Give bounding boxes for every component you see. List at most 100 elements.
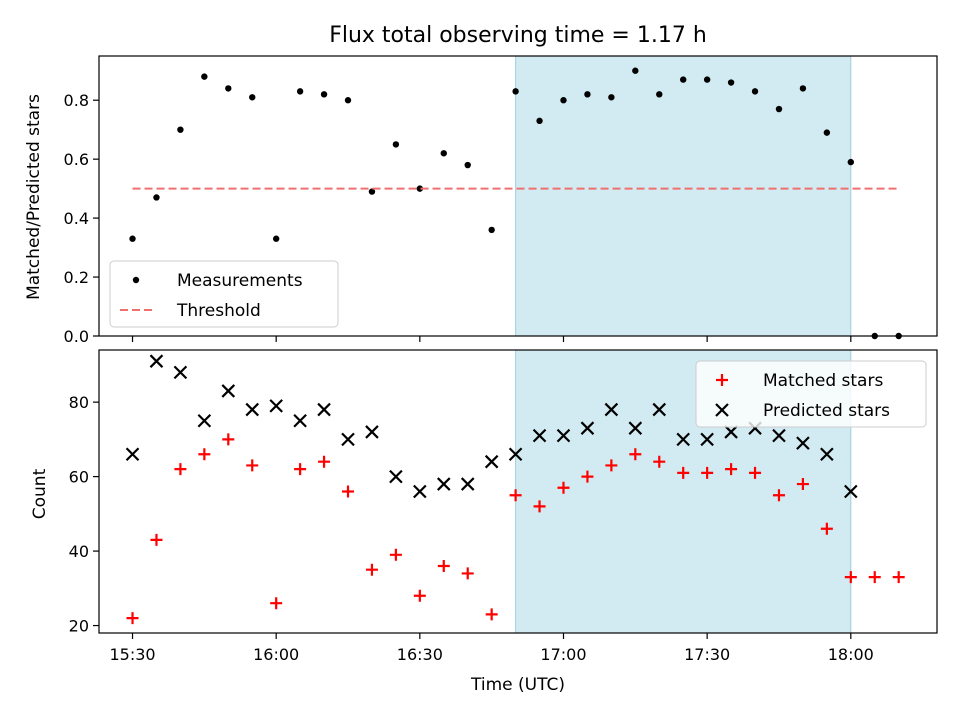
bottom-matched-stars-point	[150, 533, 163, 546]
bottom-predicted-stars-point	[700, 432, 714, 447]
bottom-y-tick-label: 60	[69, 468, 89, 487]
x-tick-label: 16:30	[397, 645, 443, 664]
top-measurements-point	[344, 97, 352, 104]
top-measurements-point	[536, 117, 543, 125]
top-y-tick-label: 0.8	[64, 91, 89, 110]
top-measurements-point	[177, 126, 184, 133]
top-measurements-point	[608, 94, 615, 101]
bottom-predicted-stars-point	[245, 402, 260, 417]
bottom-legend-matched-stars-swatch	[716, 374, 728, 386]
x-tick-label: 17:30	[684, 645, 730, 664]
bottom-y-tick-label: 80	[69, 393, 89, 412]
bottom-matched-stars-point	[318, 455, 331, 468]
bottom-predicted-stars-point	[676, 432, 690, 447]
x-tick-label: 17:00	[540, 645, 586, 664]
top-measurements-point	[632, 67, 639, 74]
top-legend-measurements-swatch	[132, 276, 140, 284]
top-y-axis-label: Matched/Predicted stars	[24, 94, 44, 300]
bottom-legend-matched-stars-label: Matched stars	[763, 371, 883, 391]
bottom-predicted-stars-point	[269, 399, 283, 413]
top-measurements-point	[225, 85, 232, 92]
bottom-predicted-stars-point	[844, 484, 858, 499]
top-measurements-point	[488, 226, 495, 234]
top-axes-frame	[98, 55, 938, 337]
bottom-predicted-stars-point	[796, 436, 810, 450]
top-measurements-point	[703, 76, 711, 83]
top-measurements-point	[799, 85, 807, 92]
top-y-tick-label: 0.0	[64, 327, 89, 346]
top-panel: Matched/Predicted stars 0.0 0.2 0.4 0.6 0.8 M…	[24, 55, 938, 346]
bottom-predicted-stars-point	[484, 454, 499, 469]
bottom-predicted-stars-point	[197, 413, 212, 428]
bottom-matched-stars-point	[198, 448, 211, 461]
top-measurements-point	[440, 150, 447, 157]
bottom-predicted-stars-point	[221, 384, 236, 398]
bottom-matched-stars-point	[629, 448, 642, 461]
bottom-predicted-stars-point	[125, 447, 140, 462]
top-measurements-point	[201, 73, 208, 80]
bottom-legend-box	[695, 360, 927, 428]
bottom-legend-predicted-stars-label: Predicted stars	[763, 401, 890, 421]
top-measurements-point	[751, 88, 759, 95]
bottom-matched-stars-point	[581, 470, 594, 483]
bottom-matched-stars-point	[868, 571, 881, 584]
bottom-matched-stars-point	[892, 571, 905, 584]
top-measurements-point	[368, 188, 376, 195]
bottom-predicted-stars-point	[436, 477, 451, 491]
bottom-matched-stars-point	[485, 608, 498, 621]
bottom-predicted-stars-point	[556, 428, 571, 443]
top-measurements-point	[464, 161, 471, 169]
top-y-tick-label: 0.2	[64, 268, 89, 287]
bottom-predicted-stars-point	[772, 428, 786, 443]
top-measurements-point	[823, 129, 831, 136]
bottom-matched-stars-point	[701, 466, 714, 479]
bottom-y-tick-label: 20	[69, 617, 89, 636]
chart-title: Flux total observing time = 1.17 h	[329, 23, 707, 48]
bottom-predicted-stars-point	[341, 432, 355, 447]
bottom-predicted-stars-point	[460, 477, 475, 491]
bottom-matched-stars-point	[389, 548, 402, 561]
top-legend: Measurements Threshold	[109, 260, 339, 328]
bottom-matched-stars-point	[461, 567, 474, 580]
bottom-matched-stars-point	[557, 481, 570, 494]
bottom-y-axis-label: Count	[30, 468, 50, 519]
x-tick-label: 18:00	[828, 645, 874, 664]
bottom-predicted-stars-point	[820, 447, 834, 462]
bottom-predicted-stars-point	[628, 421, 643, 435]
bottom-predicted-stars-point	[365, 425, 379, 439]
bottom-predicted-stars-point	[173, 365, 188, 380]
bottom-matched-stars-point	[772, 489, 785, 502]
top-measurements-point	[680, 76, 687, 83]
x-tick-label: 16:00	[253, 645, 299, 664]
top-measurements-point	[392, 141, 400, 148]
top-measurements-point	[153, 194, 160, 201]
bottom-matched-stars-point	[246, 459, 259, 472]
bottom-predicted-stars-point	[413, 484, 427, 499]
bottom-axes-frame	[98, 349, 938, 634]
top-measurements-point	[847, 158, 855, 166]
x-tick-label: 15:30	[109, 645, 155, 664]
bottom-predicted-stars-point	[724, 425, 738, 439]
bottom-legend: Matched stars Predicted stars	[695, 360, 927, 428]
bottom-matched-stars-point	[820, 522, 833, 535]
bottom-y-tick-label: 40	[69, 542, 89, 561]
top-measurements-point	[727, 79, 735, 86]
bottom-matched-stars-point	[533, 500, 546, 513]
bottom-predicted-stars-point	[149, 354, 164, 368]
top-measurements-point	[775, 105, 783, 113]
top-y-tick-label: 0.6	[64, 150, 89, 169]
top-measurements-point	[296, 88, 304, 95]
bottom-matched-stars-point	[342, 485, 355, 498]
bottom-matched-stars-point	[677, 466, 690, 479]
bottom-predicted-stars-point	[652, 402, 667, 417]
bottom-predicted-stars-point	[532, 428, 547, 443]
bottom-matched-stars-point	[437, 559, 450, 572]
bottom-matched-stars-point	[270, 597, 283, 610]
top-legend-measurements-label: Measurements	[177, 271, 303, 291]
bottom-predicted-stars-point	[580, 421, 595, 435]
top-measurements-point	[272, 235, 280, 242]
bottom-legend-predicted-stars-swatch	[715, 403, 729, 417]
bottom-matched-stars-point	[796, 478, 809, 491]
bottom-matched-stars-point	[222, 433, 235, 446]
